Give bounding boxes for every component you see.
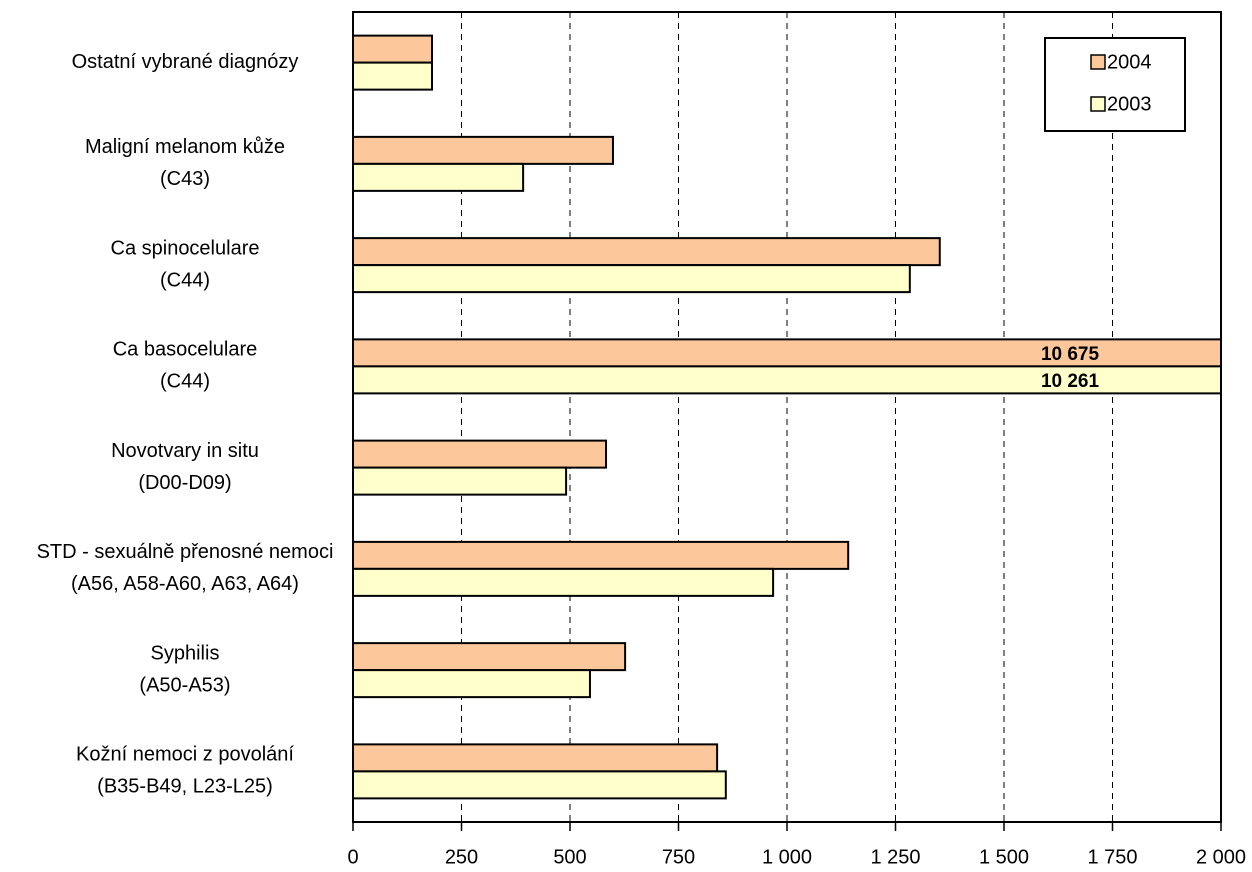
x-tick-label: 750 (662, 846, 695, 868)
data-label: 10 675 (1041, 344, 1100, 365)
bar (353, 743, 719, 773)
bar (353, 162, 525, 192)
bar (353, 770, 727, 800)
x-tick-label: 2 000 (1196, 846, 1246, 868)
y-tick-label: (D00-D09) (138, 472, 231, 494)
x-tick-label: 1 250 (870, 846, 920, 868)
bar (353, 365, 1221, 395)
legend-label: 2003 (1107, 93, 1152, 115)
y-tick-label: Ca spinocelulare (111, 237, 260, 259)
bar (353, 642, 627, 672)
y-tick-label: STD - sexuálně přenosné nemoci (37, 541, 334, 563)
plot-bars (353, 34, 1221, 800)
x-tick-label: 0 (347, 846, 358, 868)
y-tick-label: (B35-B49, L23-L25) (97, 776, 273, 798)
y-tick-label: Syphilis (151, 642, 220, 664)
x-tick-label: 1 750 (1087, 846, 1137, 868)
x-tick-label: 1 000 (762, 846, 812, 868)
bar (353, 439, 608, 469)
legend (1044, 37, 1186, 132)
bar (353, 237, 941, 267)
y-tick-label: (A56, A58-A60, A63, A64) (71, 573, 299, 595)
y-tick-label: (C44) (160, 371, 210, 393)
bar (353, 61, 433, 91)
y-tick-label: (C44) (160, 269, 210, 291)
bar (353, 466, 568, 496)
x-tick-label: 250 (445, 846, 478, 868)
plot-frame (352, 11, 1222, 823)
bar (353, 34, 433, 64)
bar (353, 264, 911, 294)
y-tick-label: (A50-A53) (139, 674, 230, 696)
y-tick-label: Ostatní vybrané diagnózy (72, 51, 299, 73)
legend-label: 2004 (1107, 51, 1152, 73)
bar (353, 669, 591, 699)
data-label: 10 261 (1041, 371, 1100, 392)
bar (353, 567, 775, 597)
bar (353, 135, 614, 165)
y-tick-label: Maligní melanom kůže (85, 136, 285, 158)
y-tick-label: Ca basocelulare (113, 339, 258, 361)
legend-swatch (1090, 96, 1106, 112)
x-tick-label: 1 500 (979, 846, 1029, 868)
bar (353, 540, 850, 570)
y-tick-label: (C43) (160, 168, 210, 190)
legend-swatch (1090, 54, 1106, 70)
x-tick-label: 500 (553, 846, 586, 868)
y-tick-label: Kožní nemoci z povolání (76, 744, 294, 766)
y-tick-label: Novotvary in situ (111, 440, 259, 462)
bar (353, 338, 1221, 368)
